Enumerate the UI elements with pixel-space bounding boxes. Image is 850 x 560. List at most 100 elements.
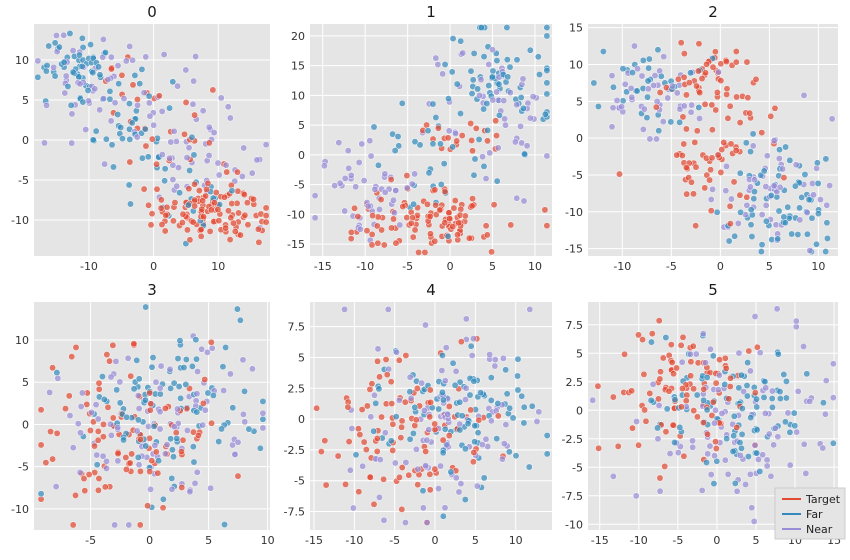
point-target: [744, 94, 752, 102]
point-target: [493, 132, 500, 140]
point-near: [692, 350, 700, 358]
point-near: [462, 396, 469, 404]
point-target: [691, 138, 699, 146]
point-far: [451, 381, 459, 389]
point-near: [469, 335, 477, 343]
point-far: [182, 381, 190, 388]
y-tick-label: 0: [576, 404, 583, 417]
point-near: [420, 407, 428, 415]
point-near: [76, 80, 84, 88]
point-near: [660, 53, 668, 61]
x-tick-label: 0: [146, 534, 153, 547]
point-target: [445, 209, 453, 217]
point-target: [457, 205, 465, 213]
point-far: [229, 404, 237, 412]
point-near: [442, 344, 450, 352]
point-far: [66, 30, 74, 37]
y-tick-label: 7.5: [288, 321, 306, 334]
y-tick-label: -10: [11, 214, 29, 227]
point-target: [472, 124, 480, 132]
point-target: [726, 202, 734, 210]
point-far: [444, 232, 452, 240]
point-target: [95, 379, 103, 387]
point-far: [99, 373, 106, 380]
point-far: [747, 206, 755, 214]
y-tick-label: 5: [576, 95, 583, 108]
point-near: [706, 442, 714, 450]
point-far: [447, 468, 455, 476]
point-far: [654, 46, 662, 54]
point-target: [69, 521, 77, 529]
point-far: [749, 130, 757, 138]
point-near: [241, 418, 249, 426]
point-target: [708, 126, 716, 134]
point-target: [692, 222, 700, 230]
point-near: [631, 42, 638, 50]
point-target: [441, 219, 449, 227]
point-target: [244, 221, 252, 229]
point-near: [116, 378, 124, 386]
point-target: [656, 89, 664, 96]
point-target: [106, 357, 113, 365]
point-far: [95, 63, 103, 71]
point-far: [767, 192, 775, 199]
point-far: [144, 153, 152, 161]
point-far: [781, 219, 789, 227]
point-near: [68, 110, 76, 118]
point-target: [153, 185, 161, 193]
point-near: [649, 380, 657, 388]
point-near: [655, 402, 663, 409]
point-far: [700, 396, 708, 404]
point-far: [738, 405, 746, 413]
point-near: [380, 516, 388, 524]
point-target: [197, 226, 205, 234]
point-target: [736, 119, 744, 127]
point-near: [650, 81, 658, 89]
y-tick-label: 15: [569, 22, 583, 35]
point-far: [758, 241, 766, 249]
point-target: [91, 442, 98, 450]
point-near: [800, 440, 808, 448]
point-near: [103, 465, 110, 472]
point-far: [791, 182, 799, 190]
point-target: [616, 170, 623, 178]
point-far: [457, 37, 465, 45]
point-near: [356, 225, 364, 233]
point-target: [382, 356, 390, 363]
point-target: [713, 89, 721, 96]
point-target: [94, 436, 102, 444]
point-target: [262, 212, 270, 220]
point-target: [431, 465, 439, 473]
point-far: [788, 230, 796, 238]
point-near: [613, 97, 621, 104]
point-near: [698, 486, 706, 494]
point-near: [262, 141, 270, 149]
y-tick-label: 0: [22, 134, 29, 147]
point-target: [171, 199, 179, 207]
point-near: [721, 456, 729, 464]
point-far: [730, 432, 738, 440]
point-target: [415, 248, 423, 256]
point-far: [737, 208, 745, 216]
point-target: [673, 151, 681, 159]
point-near: [133, 133, 141, 141]
point-near: [758, 211, 766, 219]
point-target: [708, 412, 716, 419]
point-near: [205, 123, 213, 131]
point-target: [104, 403, 112, 411]
point-near: [455, 488, 463, 496]
x-tick-label: 10: [261, 534, 275, 547]
point-target: [642, 417, 650, 425]
point-far: [751, 188, 758, 196]
point-far: [725, 237, 733, 245]
point-target: [368, 230, 376, 238]
point-near: [687, 108, 695, 116]
point-far: [518, 392, 526, 400]
point-far: [256, 444, 264, 452]
point-far: [782, 377, 790, 385]
point-target: [169, 217, 177, 225]
point-near: [160, 51, 168, 58]
point-far: [352, 451, 360, 459]
point-target: [702, 69, 709, 77]
point-target: [374, 357, 382, 365]
